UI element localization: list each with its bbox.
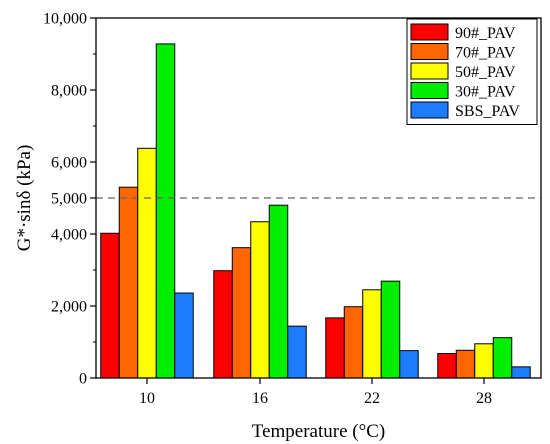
bar-50-pav-10 (137, 147, 157, 379)
legend-label: 30#_PAV (455, 84, 516, 101)
legend-swatch (410, 43, 449, 60)
bar-70-pav-22 (343, 306, 364, 379)
legend-label: 70#_PAV (455, 45, 516, 62)
y-tick-label: 6,000 (51, 155, 87, 172)
bar-sbs-pav-16 (287, 325, 307, 379)
bar-90-pav-22 (325, 317, 345, 379)
legend-label: SBS_PAV (455, 103, 520, 120)
bar-50-pav-22 (362, 289, 382, 379)
legend-swatch (410, 62, 449, 80)
x-axis-title: Temperature (°C) (252, 421, 385, 442)
ticks-layer: 0 2,000 4,000 5,000 6,000 8,000 10,000 10 16 22 28 (43, 11, 492, 408)
bar-70-pav-16 (231, 247, 252, 379)
bar-30-pav-22 (380, 280, 401, 379)
bar-sbs-pav-10 (174, 292, 194, 379)
bar-30-pav-28 (492, 337, 513, 379)
legend-swatch (410, 82, 449, 99)
y-tick-label: 5,000 (51, 191, 87, 208)
legend: 90#_PAV 70#_PAV 50#_PAV 30#_PAV SBS_PAV (406, 18, 538, 125)
y-axis-title: G*·sinδ (kPa) (14, 145, 35, 252)
bar-90-pav-16 (213, 270, 233, 379)
x-tick-label: 16 (252, 390, 268, 407)
bar-90-pav-28 (437, 353, 457, 379)
legend-swatch (410, 101, 449, 119)
bar-sbs-pav-28 (511, 366, 531, 379)
y-tick-label: 4,000 (51, 227, 87, 244)
y-tick-label: 8,000 (51, 83, 87, 100)
y-tick-label: 0 (79, 371, 87, 388)
x-tick-label: 10 (139, 390, 155, 407)
x-tick-label: 28 (476, 390, 492, 407)
bar-50-pav-28 (474, 343, 494, 379)
bars-layer (100, 43, 531, 379)
bar-50-pav-16 (250, 221, 270, 379)
legend-label: 50#_PAV (455, 64, 516, 81)
legend-label: 90#_PAV (455, 25, 516, 42)
bar-90-pav-10 (100, 232, 120, 379)
bar-30-pav-16 (268, 204, 289, 379)
x-tick-label: 22 (364, 390, 380, 407)
legend-swatch (410, 23, 449, 41)
y-tick-label: 2,000 (51, 299, 87, 316)
bar-30-pav-10 (155, 43, 176, 379)
bar-sbs-pav-22 (399, 350, 419, 379)
bar-70-pav-28 (455, 349, 476, 379)
bar-70-pav-10 (118, 186, 139, 379)
y-tick-label: 10,000 (43, 11, 87, 28)
